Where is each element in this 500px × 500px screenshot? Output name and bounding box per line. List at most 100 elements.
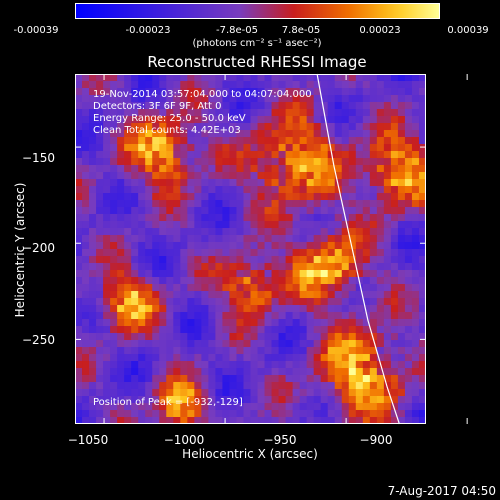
heatmap-cell [341, 312, 350, 320]
heatmap-cell [229, 417, 237, 424]
heatmap-cell [376, 319, 385, 327]
heatmap-cell [334, 375, 343, 383]
heatmap-cell [320, 228, 329, 236]
heatmap-cell [124, 298, 132, 306]
heatmap-cell [138, 249, 146, 257]
heatmap-cell [110, 123, 118, 131]
heatmap-cell [369, 109, 378, 117]
heatmap-cell [313, 242, 322, 250]
heatmap-cell [313, 319, 322, 327]
heatmap-cell [404, 172, 413, 180]
heatmap-cell [411, 403, 420, 411]
heatmap-cell [257, 214, 266, 222]
heatmap-cell [355, 74, 364, 82]
heatmap-cell [243, 207, 251, 215]
heatmap-cell [418, 403, 426, 411]
heatmap-cell [355, 116, 364, 124]
heatmap-cell [341, 242, 350, 250]
heatmap-cell [194, 291, 202, 299]
heatmap-cell [201, 256, 209, 264]
heatmap-cell [236, 137, 244, 145]
heatmap-cell [208, 137, 216, 145]
heatmap-cell [411, 95, 420, 103]
heatmap-cell [348, 214, 357, 222]
heatmap-cell [292, 200, 301, 208]
heatmap-cell [236, 263, 244, 271]
heatmap-cell [117, 144, 125, 152]
heatmap-cell [96, 396, 104, 404]
heatmap-cell [320, 305, 329, 313]
heatmap-cell [131, 214, 139, 222]
heatmap-cell [166, 144, 174, 152]
heatmap-cell [362, 417, 371, 424]
heatmap-cell [348, 102, 357, 110]
heatmap-cell [278, 207, 287, 215]
heatmap-cell [362, 151, 371, 159]
heatmap-cell [299, 326, 308, 334]
heatmap-cell [376, 228, 385, 236]
heatmap-cell [411, 165, 420, 173]
heatmap-cell [285, 151, 294, 159]
heatmap-cell [75, 242, 83, 250]
heatmap-cell [110, 263, 118, 271]
heatmap-cell [285, 410, 294, 418]
heatmap-cell [166, 123, 174, 131]
heatmap-cell [264, 375, 273, 383]
heatmap-cell [187, 410, 195, 418]
heatmap-cell [257, 417, 266, 424]
heatmap-cell [215, 319, 223, 327]
heatmap-cell [194, 95, 202, 103]
heatmap-cell [306, 277, 315, 285]
heatmap-cell [313, 263, 322, 271]
heatmap-cell [96, 81, 104, 89]
heatmap-cell [299, 172, 308, 180]
heatmap-cell [229, 249, 237, 257]
heatmap-cell [145, 95, 153, 103]
heatmap-cell [390, 207, 399, 215]
heatmap-cell [369, 361, 378, 369]
heatmap-cell [201, 172, 209, 180]
heatmap-cell [110, 375, 118, 383]
heatmap-cell [201, 200, 209, 208]
heatmap-cell [215, 144, 223, 152]
heatmap-cell [173, 214, 181, 222]
heatmap-cell [173, 375, 181, 383]
heatmap-cell [348, 277, 357, 285]
heatmap-cell [124, 123, 132, 131]
heatmap-cell [271, 291, 280, 299]
heatmap-cell [334, 312, 343, 320]
heatmap-cell [369, 249, 378, 257]
heatmap-cell [215, 284, 223, 292]
heatmap-cell [152, 235, 160, 243]
heatmap-cell [376, 382, 385, 390]
heatmap-cell [103, 291, 111, 299]
heatmap-cell [334, 74, 343, 82]
heatmap-cell [201, 207, 209, 215]
heatmap-cell [117, 361, 125, 369]
heatmap-cell [201, 81, 209, 89]
heatmap-cell [229, 130, 237, 138]
heatmap-cell [348, 193, 357, 201]
heatmap-cell [257, 347, 266, 355]
heatmap-cell [327, 158, 336, 166]
heatmap-cell [271, 95, 280, 103]
heatmap-cell [250, 172, 259, 180]
heatmap-cell [264, 403, 273, 411]
heatmap-cell [208, 179, 216, 187]
heatmap-cell [89, 242, 97, 250]
heatmap-cell [208, 242, 216, 250]
heatmap-cell [145, 326, 153, 334]
heatmap-cell [271, 144, 280, 152]
heatmap-cell [75, 214, 83, 222]
heatmap-cell [89, 326, 97, 334]
heatmap-cell [180, 375, 188, 383]
heatmap-cell [418, 333, 426, 341]
heatmap-cell [236, 109, 244, 117]
heatmap-cell [159, 179, 167, 187]
heatmap-cell [292, 88, 301, 96]
heatmap-cell [180, 410, 188, 418]
heatmap-cell [82, 312, 90, 320]
heatmap-cell [222, 109, 230, 117]
heatmap-cell [166, 249, 174, 257]
heatmap-cell [257, 165, 266, 173]
